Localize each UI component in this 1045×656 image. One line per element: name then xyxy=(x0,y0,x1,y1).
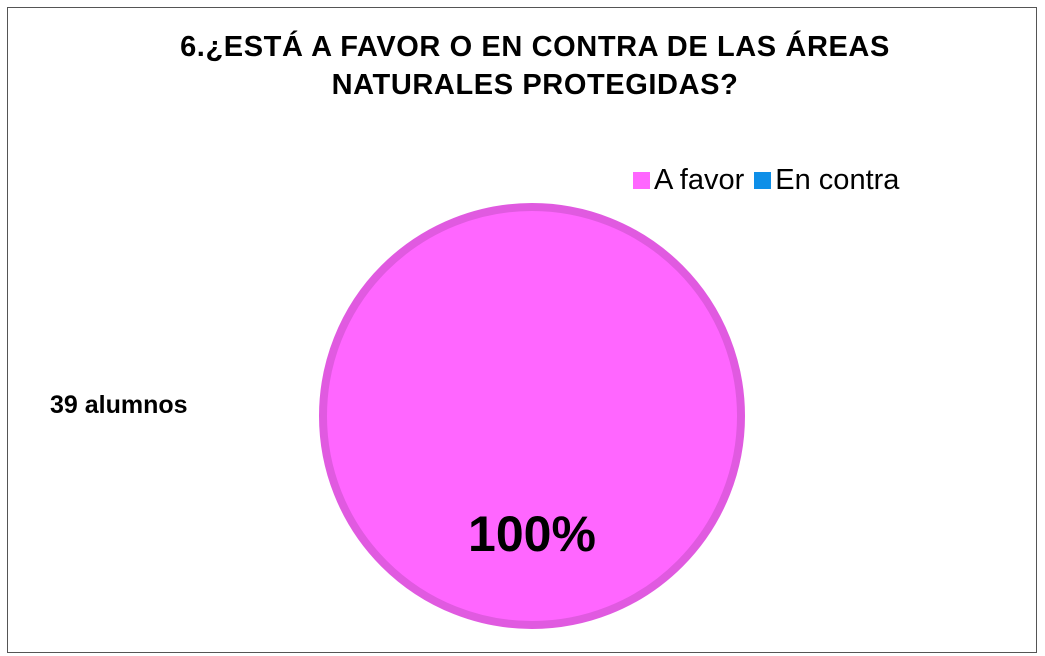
pie-slice-a-favor xyxy=(319,203,745,629)
chart-title-line-1: 6.¿ESTÁ A FAVOR O EN CONTRA DE LAS ÁREAS xyxy=(180,31,890,63)
legend-swatch-a-favor xyxy=(633,172,650,189)
legend-label-en-contra: En contra xyxy=(775,164,900,196)
legend-label-a-favor: A favor xyxy=(654,164,745,196)
legend-item-en-contra: En contra xyxy=(754,164,899,197)
legend-swatch-en-contra xyxy=(754,172,772,189)
pie-label-a-favor: 100% xyxy=(468,506,596,562)
chart-title: 6.¿ESTÁ A FAVOR O EN CONTRA DE LAS ÁREAS… xyxy=(0,28,1045,104)
annotation-alumnos: 39 alumnos xyxy=(50,391,188,419)
chart-legend: A favor En contra xyxy=(633,164,909,197)
legend-item-a-favor: A favor xyxy=(633,164,744,197)
chart-title-line-2: NATURALES PROTEGIDAS? xyxy=(331,69,739,101)
